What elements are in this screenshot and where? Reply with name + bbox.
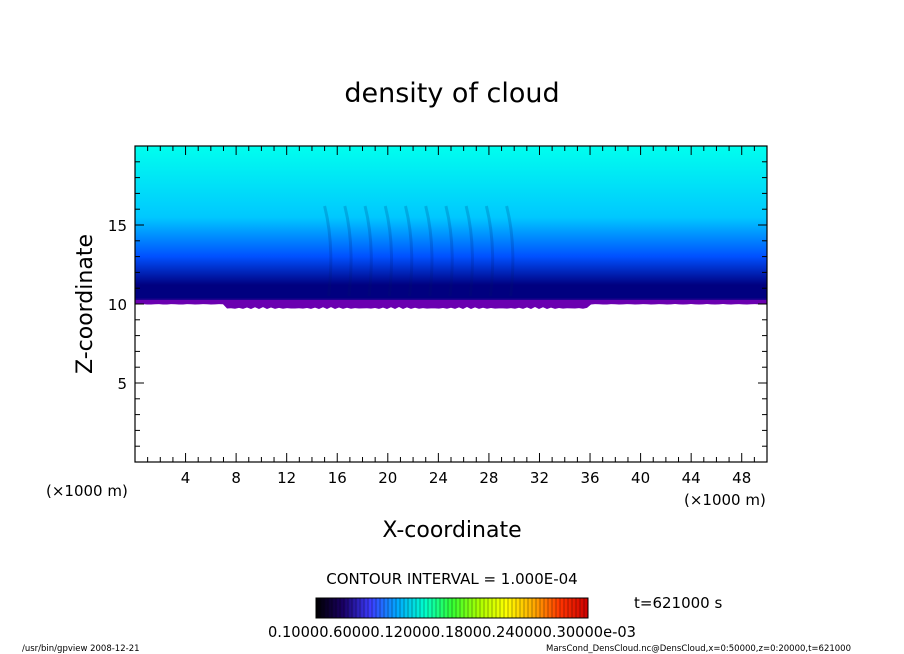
wave-line	[444, 205, 454, 297]
wave-line	[505, 205, 515, 297]
cloud-density-field	[135, 146, 767, 304]
x-tick-label: 32	[530, 469, 549, 487]
wave-line	[363, 205, 373, 297]
x-tick-label: 36	[580, 469, 599, 487]
x-axis-ticks: 4 8 12 16 20 24 28 32 36 40 44 48	[147, 146, 755, 487]
footer-left: /usr/bin/gpview 2008-12-21	[22, 644, 140, 654]
x-axis-unit-left: (×1000 m)	[46, 482, 128, 500]
x-axis-unit-right: (×1000 m)	[684, 491, 766, 509]
wave-line	[404, 205, 414, 297]
wave-line	[484, 205, 495, 297]
time-label: t=621000 s	[634, 594, 722, 612]
wave-line	[424, 205, 434, 297]
x-tick-label: 4	[181, 469, 191, 487]
wave-pattern	[323, 205, 515, 297]
y-tick-label: 10	[108, 296, 127, 314]
colorbar-level-lines	[319, 598, 585, 618]
wave-line	[343, 205, 353, 297]
contour-interval-label: CONTOUR INTERVAL = 1.000E-04	[326, 570, 577, 588]
x-tick-label: 24	[429, 469, 448, 487]
x-tick-label: 12	[277, 469, 296, 487]
x-tick-label: 8	[231, 469, 241, 487]
wave-line	[383, 205, 394, 297]
y-axis-label: Z-coordinate	[73, 234, 98, 374]
wave-line	[323, 205, 333, 297]
x-tick-label: 16	[328, 469, 347, 487]
chart-title: density of cloud	[344, 78, 559, 109]
colorbar-labels: 0.10000.60000.120000.18000.240000.30000e…	[268, 623, 636, 641]
x-tick-label: 48	[732, 469, 751, 487]
x-tick-label: 20	[378, 469, 397, 487]
x-axis-label: X-coordinate	[382, 518, 521, 543]
colorbar	[315, 597, 589, 619]
footer-right: MarsCond_DensCloud.nc@DensCloud,x=0:5000…	[546, 644, 851, 654]
y-tick-label: 15	[108, 217, 127, 235]
x-tick-label: 44	[682, 469, 701, 487]
x-tick-label: 40	[631, 469, 650, 487]
wave-line	[464, 205, 474, 297]
y-tick-label: 5	[117, 375, 127, 393]
y-axis-ticks: 5 10 15	[108, 161, 767, 447]
x-tick-label: 28	[479, 469, 498, 487]
cloud-base-edge	[135, 300, 767, 309]
